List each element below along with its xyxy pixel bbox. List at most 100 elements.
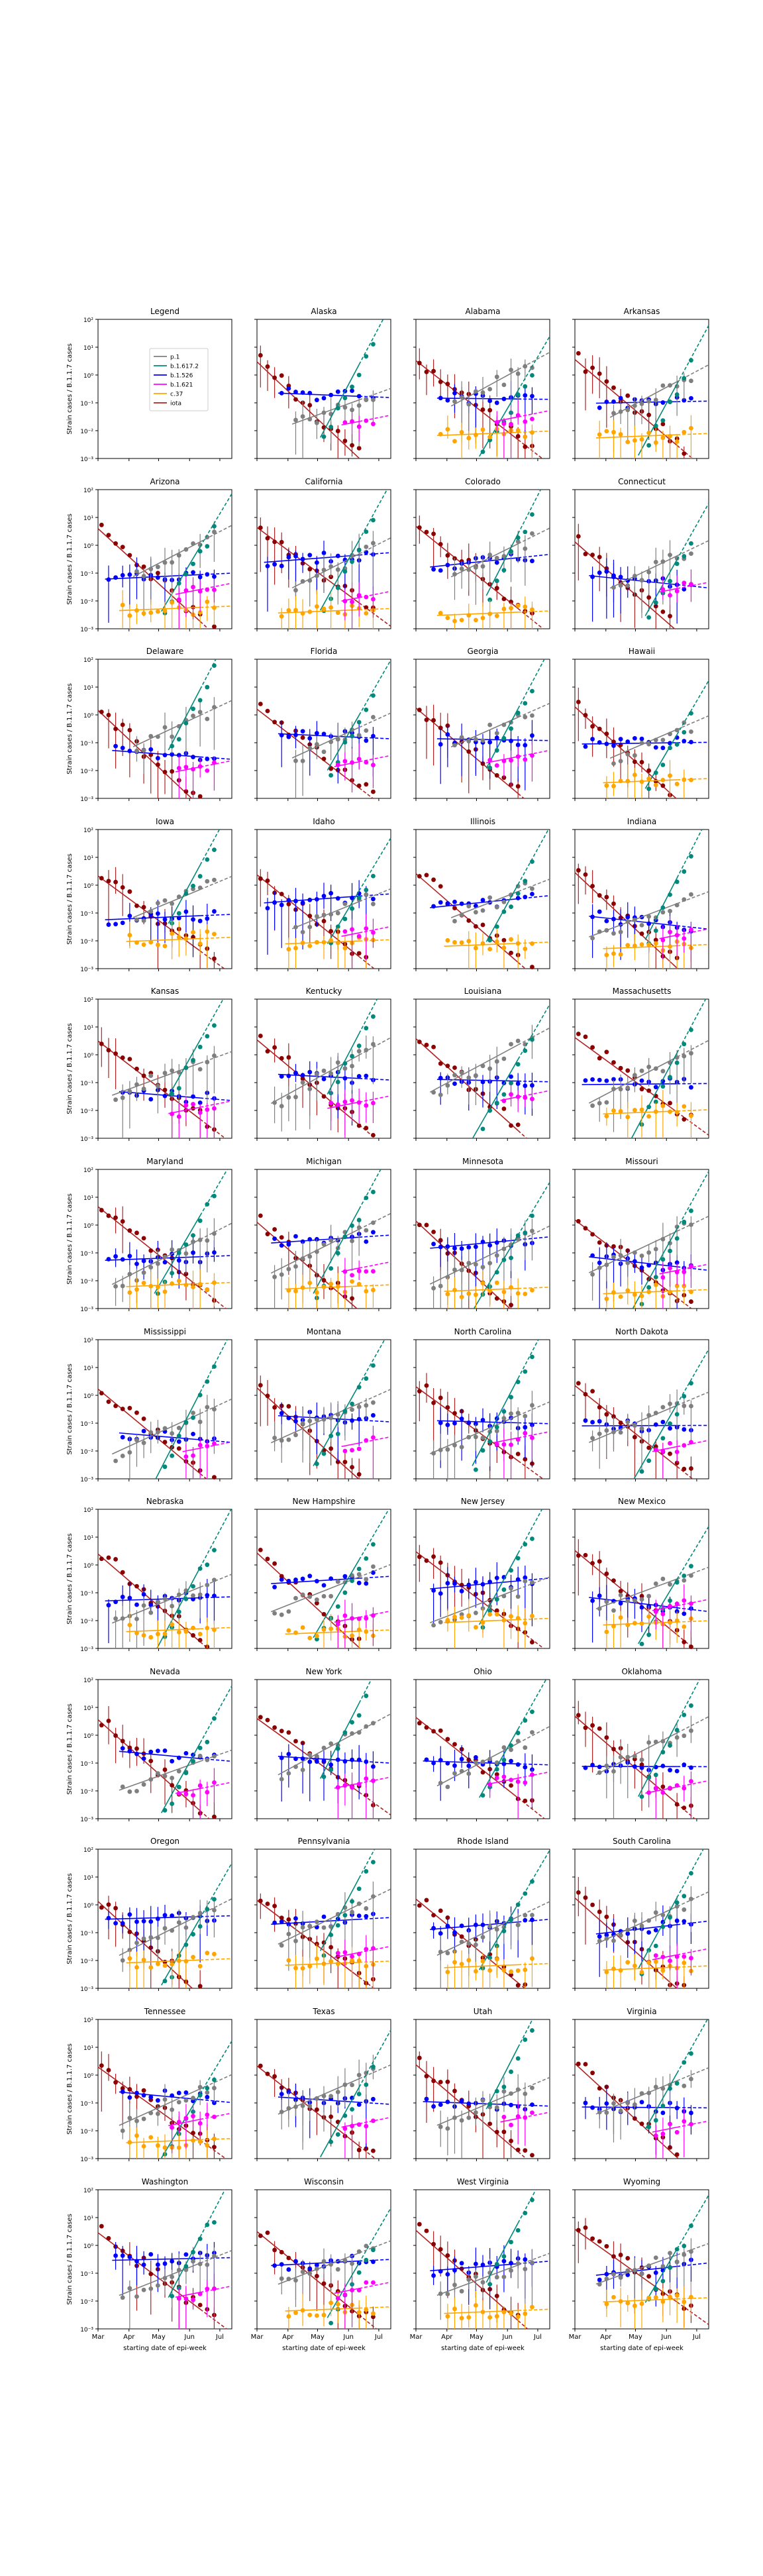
data-point-b.1.621 <box>668 593 672 598</box>
data-point-b.1.617.2 <box>371 693 376 698</box>
data-point-b.1.526 <box>597 1260 602 1265</box>
data-point-b.1.617.2 <box>515 1902 521 1907</box>
y-axis-label: Strain cases / B.1.1.7 cases <box>66 1364 74 1455</box>
data-point-p.1 <box>494 374 499 380</box>
data-point-b.1.617.2 <box>494 1100 499 1106</box>
data-point-b.1.621 <box>183 1102 189 1108</box>
data-point-b.1.526 <box>176 916 181 921</box>
state-panel: Ohio <box>413 1667 550 1821</box>
data-point-c.37 <box>438 610 443 616</box>
data-point-b.1.526 <box>286 734 291 739</box>
data-point-b.1.526 <box>487 739 493 745</box>
data-point-c.37 <box>141 942 146 947</box>
series-line-b.1.617.2-extrapolated <box>358 2029 391 2088</box>
data-point-iota <box>424 1558 429 1563</box>
data-point-b.1.526 <box>371 896 376 902</box>
data-point-c.37 <box>356 1627 362 1633</box>
data-point-b.1.526 <box>682 1919 687 1924</box>
data-point-iota <box>509 1303 513 1308</box>
data-point-iota <box>279 1915 284 1921</box>
y-axis-label: Strain cases / B.1.1.7 cases <box>66 853 74 945</box>
data-point-p.1 <box>364 1577 369 1582</box>
series-line-b.1.526-extrapolated <box>200 1439 232 1443</box>
data-point-b.1.526 <box>120 1594 125 1599</box>
data-point-iota <box>212 624 217 629</box>
data-point-b.1.617.2 <box>350 1720 354 1725</box>
data-point-b.1.617.2 <box>668 745 672 751</box>
data-point-c.37 <box>459 1961 464 1966</box>
data-point-b.1.617.2 <box>183 891 189 896</box>
data-point-b.1.526 <box>205 1593 210 1598</box>
series-line-b.1.621-extrapolated <box>359 414 391 422</box>
data-point-b.1.621 <box>364 418 369 423</box>
data-point-p.1 <box>279 1943 284 1948</box>
data-point-iota <box>431 1913 436 1918</box>
data-point-p.1 <box>660 737 666 743</box>
legend-box <box>149 348 209 411</box>
data-point-p.1 <box>494 1428 499 1434</box>
data-point-p.1 <box>494 2105 499 2110</box>
data-point-iota <box>590 724 595 729</box>
data-point-p.1 <box>452 743 457 748</box>
data-point-iota <box>604 894 609 900</box>
series-line-b.1.617.2-extrapolated <box>199 1509 232 1568</box>
data-point-c.37 <box>307 1280 313 1285</box>
data-point-b.1.617.2 <box>674 392 680 397</box>
data-point-c.37 <box>487 1968 493 1973</box>
data-point-p.1 <box>205 716 210 722</box>
data-point-p.1 <box>300 1080 305 1085</box>
data-point-c.37 <box>148 610 154 616</box>
panel-title: California <box>305 477 343 486</box>
data-point-p.1 <box>162 725 168 730</box>
data-point-iota <box>127 553 132 558</box>
data-point-iota <box>487 407 493 413</box>
series-line-b.1.526 <box>119 1091 201 1099</box>
data-point-b.1.526 <box>148 1602 154 1607</box>
data-point-iota <box>452 1065 457 1070</box>
data-point-b.1.526 <box>293 898 298 904</box>
data-point-iota <box>417 1389 422 1394</box>
data-point-iota <box>424 1222 429 1228</box>
data-point-b.1.621 <box>364 2123 369 2129</box>
data-point-c.37 <box>480 1281 485 1286</box>
data-point-b.1.621 <box>350 1616 354 1621</box>
data-point-c.37 <box>625 1288 631 1293</box>
data-point-p.1 <box>653 1910 658 1915</box>
data-point-iota <box>445 723 450 728</box>
data-point-iota <box>106 2068 111 2072</box>
series-line-b.1.617.2-extrapolated <box>676 1526 709 1580</box>
data-point-p.1 <box>162 2097 168 2102</box>
series-line-iota-extrapolated <box>358 2145 376 2159</box>
data-point-iota <box>611 385 616 390</box>
data-point-b.1.526 <box>329 392 334 398</box>
data-point-iota <box>417 525 422 530</box>
data-point-p.1 <box>141 1936 146 1941</box>
data-point-b.1.526 <box>120 920 125 926</box>
y-axis-label: Strain cases / B.1.1.7 cases <box>66 1533 74 1625</box>
series-line-p.1 <box>119 2088 201 2126</box>
data-point-iota <box>265 708 270 714</box>
data-point-iota <box>106 1047 111 1053</box>
data-point-b.1.617.2 <box>342 1590 348 1595</box>
data-point-p.1 <box>501 1246 507 1252</box>
data-point-p.1 <box>371 902 376 906</box>
data-point-b.1.526 <box>473 1580 478 1585</box>
data-point-iota <box>106 1902 111 1907</box>
data-point-b.1.617.2 <box>501 735 507 741</box>
series-line-p.1-extrapolated <box>517 1725 550 1744</box>
data-point-iota <box>212 1814 217 1819</box>
data-point-c.37 <box>611 1290 616 1295</box>
data-point-b.1.526 <box>611 573 616 578</box>
data-point-b.1.617.2 <box>639 1794 644 1799</box>
data-point-p.1 <box>371 715 376 720</box>
data-point-b.1.526 <box>530 394 534 399</box>
data-point-b.1.526 <box>162 917 168 922</box>
data-point-c.37 <box>212 1627 217 1633</box>
data-point-iota <box>120 545 125 550</box>
data-point-c.37 <box>134 940 139 945</box>
data-point-b.1.526 <box>120 2089 125 2094</box>
data-point-iota <box>639 759 644 765</box>
panel-title: South Carolina <box>613 1837 671 1846</box>
data-point-p.1 <box>689 551 693 557</box>
data-point-p.1 <box>321 749 327 755</box>
